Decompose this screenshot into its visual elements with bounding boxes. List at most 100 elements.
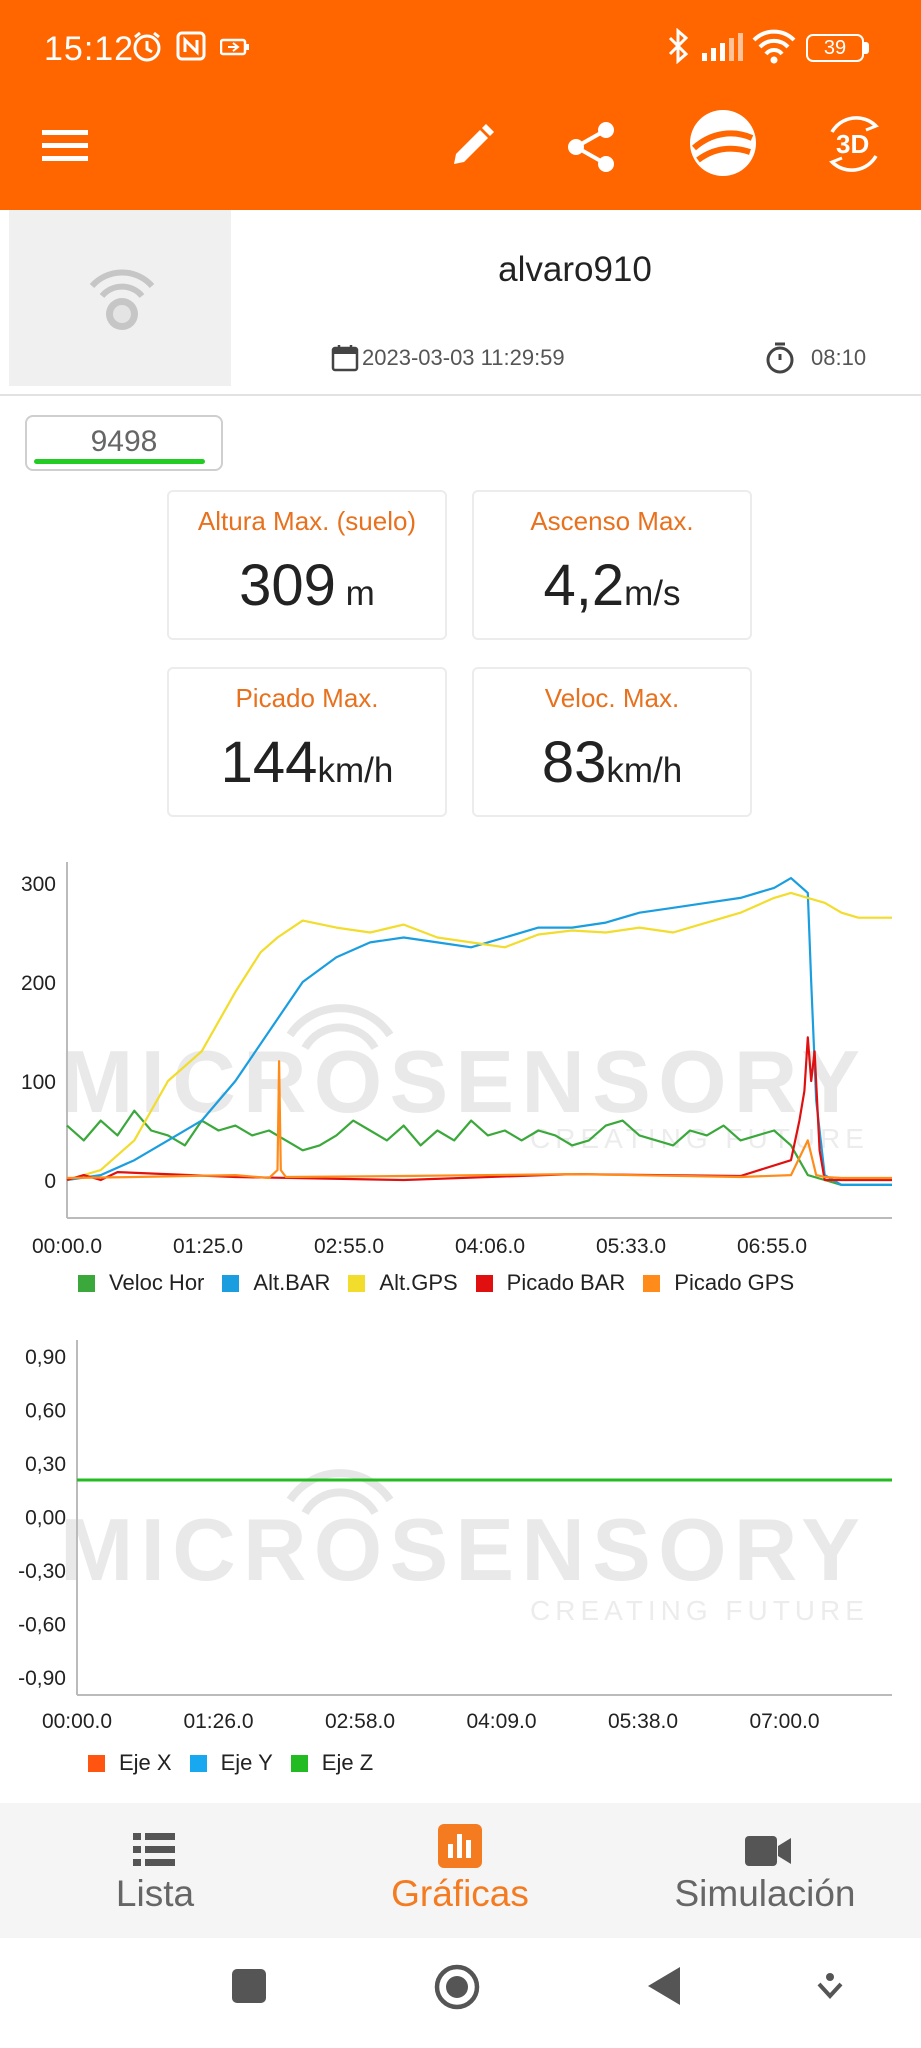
- stat-unit: m: [335, 574, 375, 613]
- stat-value: 4,2: [543, 553, 625, 618]
- chart-series: [66, 877, 892, 1186]
- series-line-picado-bar: [66, 1036, 892, 1182]
- legend-swatch: [78, 1274, 95, 1292]
- stat-title: Picado Max.: [235, 683, 379, 713]
- y-tick-label: 0,30: [25, 1453, 66, 1476]
- back-button[interactable]: [646, 1965, 682, 2007]
- y-tick-label: 0,60: [25, 1400, 66, 1423]
- count-gauge: 9498: [25, 415, 223, 471]
- calendar-icon: [331, 345, 359, 372]
- stat-value-wrap: 309 m: [169, 552, 445, 619]
- alarm-icon: [133, 31, 161, 62]
- menu-icon[interactable]: [42, 126, 88, 166]
- stat-value-wrap: 83km/h: [474, 729, 750, 796]
- x-tick-label: 04:06.0: [455, 1235, 525, 1258]
- legend-label: Picado GPS: [674, 1270, 795, 1295]
- x-tick-label: 07:00.0: [749, 1710, 819, 1733]
- nav-tab-lista[interactable]: [60, 1810, 250, 1935]
- legend-item: Eje Y: [189, 1750, 273, 1776]
- nav-tab-simulacion[interactable]: [650, 1810, 880, 1935]
- legend-swatch: [348, 1274, 366, 1292]
- system-navigation-bar: [0, 1938, 921, 2048]
- nav-label-graficas: Gráficas: [391, 1873, 529, 1914]
- legend-label: Veloc Hor: [109, 1270, 205, 1295]
- count-bar: [34, 459, 205, 464]
- series-line-alt-gps: [66, 891, 892, 1182]
- recents-button[interactable]: [232, 1969, 266, 2003]
- share-icon[interactable]: [564, 120, 618, 174]
- stat-unit: km/h: [606, 751, 683, 790]
- edit-pencil-icon[interactable]: [446, 122, 496, 172]
- list-icon: [133, 1833, 175, 1866]
- legend-item: Alt.GPS: [348, 1270, 458, 1296]
- watermark-tagline: CREATING FUTURE: [530, 1123, 869, 1154]
- chart-legend: Veloc Hor Alt.BAR Alt.GPS Picado BAR Picado …: [78, 1270, 812, 1296]
- legend-label: Eje Y: [220, 1750, 273, 1775]
- chart-legend: Eje X Eje Y Eje Z: [88, 1750, 391, 1776]
- legend-swatch: [189, 1754, 207, 1772]
- stat-card-max-climb: Ascenso Max. 4,2m/s: [472, 490, 752, 640]
- legend-item: Picado GPS: [643, 1270, 794, 1296]
- nfc-icon: [176, 31, 206, 61]
- view-3d-icon[interactable]: 3D: [818, 108, 890, 180]
- watermark-brand: MICROSENSORY: [60, 1500, 860, 1599]
- stat-value: 309: [239, 553, 336, 618]
- legend-item: Eje X: [88, 1750, 172, 1776]
- stat-card-max-dive: Picado Max. 144km/h: [167, 667, 447, 817]
- expand-down-icon[interactable]: [816, 1972, 844, 2002]
- battery-level: 39: [823, 37, 847, 59]
- series-line-veloc-hor: [66, 1109, 892, 1186]
- x-tick-label: 00:00.0: [32, 1235, 102, 1258]
- nav-label-lista: Lista: [115, 1873, 195, 1914]
- flight-duration: 08:10: [811, 345, 867, 370]
- legend-item: Veloc Hor: [78, 1270, 204, 1296]
- status-time: 15:12: [44, 30, 135, 68]
- x-tick-label: 02:58.0: [325, 1710, 395, 1733]
- nav-tab-graficas[interactable]: [360, 1810, 560, 1935]
- y-tick-label: -0,30: [18, 1560, 66, 1583]
- y-tick-label: 200: [21, 972, 56, 995]
- x-tick-label: 01:26.0: [183, 1710, 253, 1733]
- app-toolbar: 3D: [0, 100, 921, 210]
- x-tick-label: 05:38.0: [608, 1710, 678, 1733]
- accelerometer-chart[interactable]: MICROSENSORY CREATING FUTURE 0,90 0,60 0,3…: [0, 1330, 921, 1750]
- legend-item: Eje Z: [290, 1750, 373, 1776]
- x-tick-label: 05:33.0: [596, 1235, 666, 1258]
- stat-unit: km/h: [317, 751, 394, 790]
- legend-swatch: [643, 1274, 661, 1292]
- legend-label: Alt.BAR: [253, 1270, 331, 1295]
- battery-icon: [806, 34, 864, 62]
- y-tick-label: 0: [44, 1170, 56, 1193]
- stat-value-wrap: 144km/h: [169, 729, 445, 796]
- stat-title: Veloc. Max.: [544, 683, 680, 713]
- legend-item: Alt.BAR: [222, 1270, 330, 1296]
- chart-axes: 300 200 100 0 00:00.0 01:25.0 02:55.0 04:06.0 05…: [21, 862, 892, 1258]
- stat-card-max-speed: Veloc. Max. 83km/h: [472, 667, 752, 817]
- home-button[interactable]: [433, 1963, 481, 2011]
- x-tick-label: 06:55.0: [737, 1235, 807, 1258]
- legend-label: Eje X: [119, 1750, 172, 1775]
- y-tick-label: 0,90: [25, 1346, 66, 1369]
- watermark-brand: MICROSENSORY: [60, 1032, 860, 1131]
- stat-title: Ascenso Max.: [530, 506, 694, 536]
- flight-data-chart[interactable]: MICROSENSORY CREATING FUTURE 30020010000…: [0, 850, 921, 1290]
- video-camera-icon: [745, 1836, 791, 1866]
- legend-label: Picado BAR: [506, 1270, 626, 1295]
- stat-title: Altura Max. (suelo): [197, 506, 417, 536]
- y-tick-label: -0,60: [18, 1614, 66, 1637]
- y-tick-label: -0,90: [18, 1667, 66, 1690]
- legend-swatch: [222, 1274, 240, 1292]
- stat-card-max-altitude: Altura Max. (suelo) 309 m: [167, 490, 447, 640]
- watermark-tagline: CREATING FUTURE: [530, 1595, 869, 1626]
- count-value: 9498: [90, 425, 158, 458]
- sensor-signal-icon: [89, 269, 155, 330]
- watermark-logo: MICROSENSORY CREATING FUTURE: [60, 1469, 869, 1626]
- stat-unit: m/s: [624, 574, 681, 613]
- google-earth-icon[interactable]: [688, 108, 758, 178]
- stat-value: 144: [220, 730, 318, 795]
- legend-swatch: [290, 1754, 308, 1772]
- x-tick-label: 04:09.0: [466, 1710, 536, 1733]
- avatar[interactable]: [9, 210, 231, 386]
- series-line-picado-gps: [66, 1060, 892, 1180]
- stat-value: 83: [541, 730, 607, 795]
